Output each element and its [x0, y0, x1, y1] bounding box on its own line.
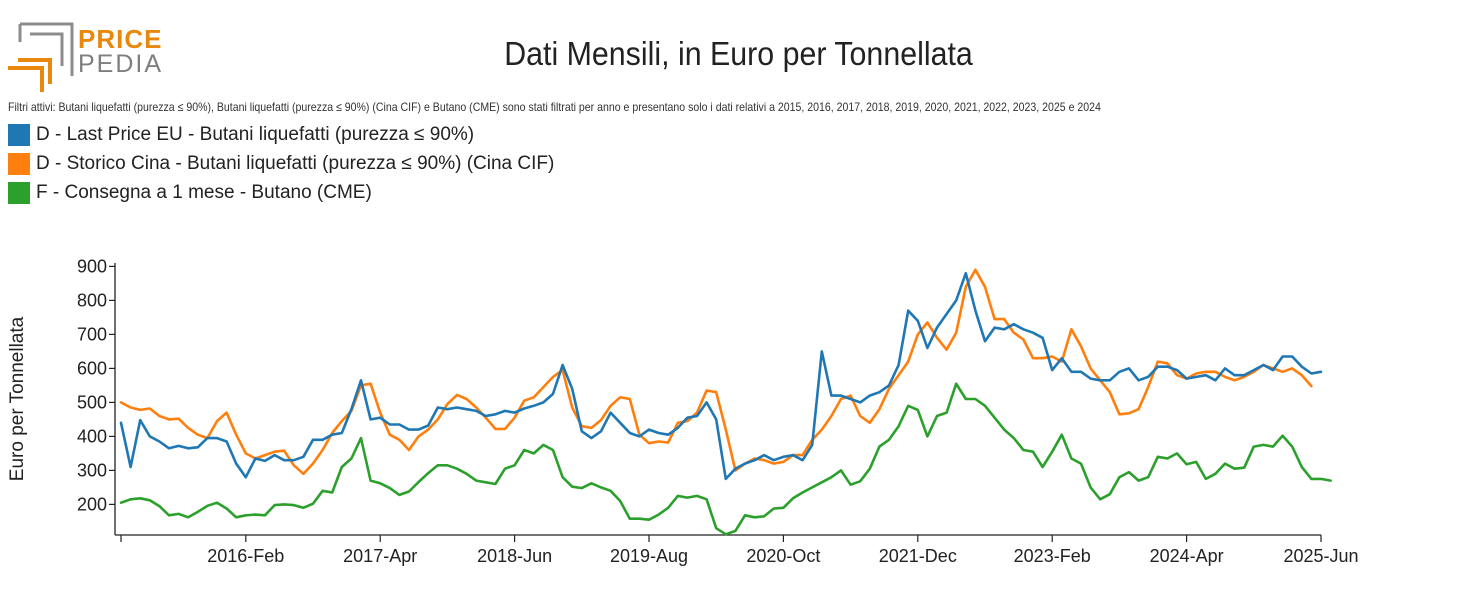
series-line-0: [119, 271, 1323, 481]
y-tick-label: 500: [77, 392, 107, 412]
x-tick-label: 2019-Aug: [610, 546, 688, 566]
legend-swatch-eu: [8, 123, 30, 146]
legend-item-cme[interactable]: F - Consegna a 1 mese - Butano (CME): [8, 178, 554, 207]
legend-label-eu: D - Last Price EU - Butani liquefatti (p…: [36, 123, 475, 145]
series-line-1: [119, 268, 1313, 476]
x-tick-label: 2023-Feb: [1014, 546, 1091, 566]
x-tick-label: 2016-Feb: [207, 546, 284, 566]
x-tick-label: 2017-Apr: [343, 546, 417, 566]
logo-text-pedia: PEDIA: [78, 50, 164, 78]
y-tick-label: 300: [77, 460, 107, 480]
x-tick-label: 2018-Jun: [477, 546, 552, 566]
logo-mark-icon: [8, 22, 74, 92]
legend-swatch-cme: [8, 181, 30, 204]
y-tick-label: 900: [77, 256, 107, 276]
pricepedia-logo: PRICE PEDIA: [8, 22, 168, 92]
y-tick-label: 800: [77, 290, 107, 310]
chart-title: Dati Mensili, in Euro per Tonnellata: [504, 35, 973, 72]
x-tick-label: 2024-Apr: [1150, 546, 1224, 566]
y-tick-label: 600: [77, 358, 107, 378]
chart-legend: D - Last Price EU - Butani liquefatti (p…: [8, 120, 554, 207]
legend-label-china: D - Storico Cina - Butani liquefatti (pu…: [36, 152, 555, 174]
x-tick-label: 2021-Dec: [879, 546, 957, 566]
logo-text-price: PRICE: [78, 24, 163, 54]
x-tick-label: 2020-Oct: [746, 546, 820, 566]
x-tick-label: 2025-Jun: [1283, 546, 1358, 566]
legend-label-cme: F - Consegna a 1 mese - Butano (CME): [36, 181, 372, 203]
y-tick-label: 200: [77, 494, 107, 514]
y-axis-label: Euro per Tonnellata: [7, 316, 28, 481]
active-filters-note: Filtri attivi: Butani liquefatti (purezz…: [8, 100, 1101, 114]
legend-swatch-china: [8, 152, 30, 175]
series-line-2: [119, 382, 1332, 536]
legend-item-eu[interactable]: D - Last Price EU - Butani liquefatti (p…: [8, 120, 554, 149]
y-tick-label: 400: [77, 426, 107, 446]
y-tick-label: 700: [77, 324, 107, 344]
legend-item-china[interactable]: D - Storico Cina - Butani liquefatti (pu…: [8, 149, 554, 178]
